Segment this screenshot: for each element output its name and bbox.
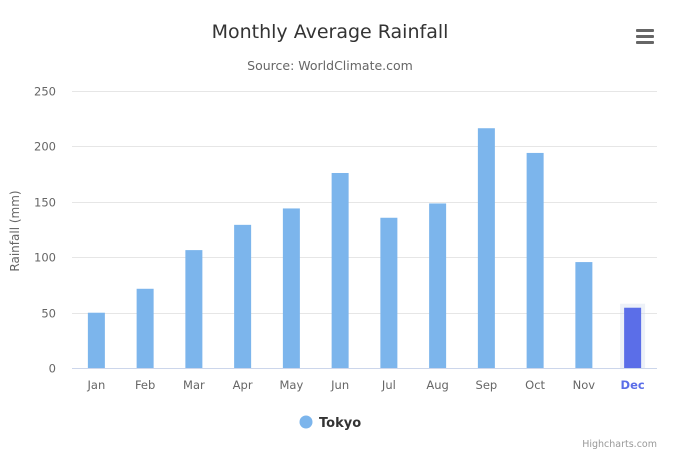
x-tick-label: Dec [621, 378, 645, 392]
legend-marker-icon [299, 415, 313, 429]
bar-jan[interactable] [87, 312, 105, 368]
x-axis-tick-labels: Jan Feb Mar Apr May Jun Jul Aug Sep Oct Nov Dec [87, 378, 645, 392]
y-axis-title: Rainfall (mm) [8, 190, 22, 271]
x-tick-label: Jan [87, 378, 106, 392]
x-tick-label: Sep [476, 378, 498, 392]
y-tick-label: 0 [49, 362, 56, 376]
chart-title: Monthly Average Rainfall [212, 21, 449, 43]
chart-subtitle: Source: WorldClimate.com [247, 58, 413, 73]
hamburger-menu-icon[interactable] [630, 24, 660, 50]
y-tick-label: 250 [34, 85, 56, 99]
legend[interactable]: Tokyo [299, 415, 362, 432]
bar-jul[interactable] [380, 217, 398, 368]
bar-feb[interactable] [136, 288, 154, 368]
bar-aug[interactable] [429, 203, 447, 368]
x-tick-label: Oct [525, 378, 545, 392]
bar-nov[interactable] [575, 262, 593, 368]
bar-apr[interactable] [234, 224, 252, 368]
x-tick-label: Apr [233, 378, 253, 392]
bar-dec[interactable] [624, 307, 642, 368]
x-tick-label: Aug [426, 378, 448, 392]
x-tick-label: Nov [573, 378, 596, 392]
bar-oct[interactable] [526, 152, 544, 368]
bar-sep[interactable] [477, 128, 495, 368]
x-tick-label: Mar [183, 378, 205, 392]
bar-jun[interactable] [331, 172, 349, 368]
gridlines [72, 91, 657, 314]
legend-item-label: Tokyo [319, 416, 361, 431]
bar-mar[interactable] [185, 250, 203, 368]
y-tick-label: 200 [34, 140, 56, 154]
y-tick-label: 150 [34, 196, 56, 210]
y-tick-label: 100 [34, 251, 56, 265]
y-tick-label: 50 [41, 307, 56, 321]
credits-link[interactable]: Highcharts.com [582, 439, 657, 450]
x-tick-label: Jun [330, 378, 349, 392]
bar-may[interactable] [282, 208, 300, 368]
x-tick-label: May [279, 378, 303, 392]
plot-bars [87, 128, 646, 368]
x-tick-label: Feb [135, 378, 155, 392]
y-axis-tick-labels: 0 50 100 150 200 250 [34, 85, 56, 376]
x-tick-label: Jul [381, 378, 396, 392]
